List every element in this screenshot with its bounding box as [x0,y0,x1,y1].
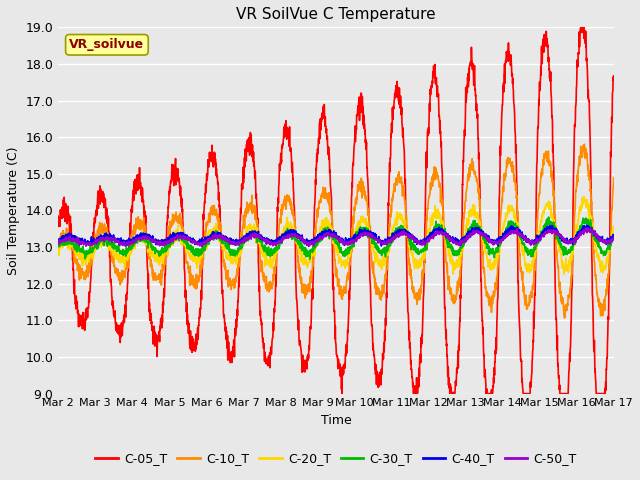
Text: VR_soilvue: VR_soilvue [69,38,145,51]
X-axis label: Time: Time [321,414,351,427]
Y-axis label: Soil Temperature (C): Soil Temperature (C) [7,146,20,275]
Title: VR SoilVue C Temperature: VR SoilVue C Temperature [236,7,436,22]
Legend: C-05_T, C-10_T, C-20_T, C-30_T, C-40_T, C-50_T: C-05_T, C-10_T, C-20_T, C-30_T, C-40_T, … [90,447,582,470]
